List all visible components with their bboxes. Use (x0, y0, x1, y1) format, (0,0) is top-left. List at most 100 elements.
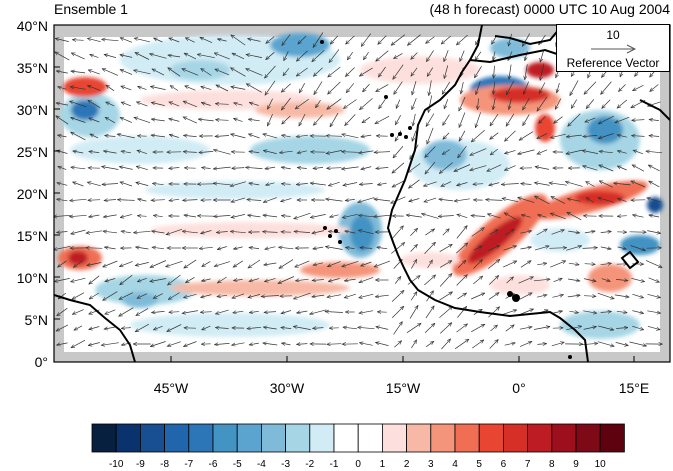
wind-vector (539, 116, 546, 124)
wind-vector (230, 231, 246, 232)
wind-vector (586, 99, 595, 108)
wind-vector (503, 310, 517, 315)
wind-vector (281, 97, 291, 110)
wind-vector (298, 35, 307, 44)
x-tick-label: 15°W (385, 380, 421, 396)
wind-vector (282, 135, 291, 137)
wind-vector (439, 244, 453, 253)
wind-vector (201, 103, 211, 106)
wind-vector (215, 136, 230, 137)
wind-vector (169, 38, 180, 43)
wind-vector (87, 38, 101, 43)
colorbar-swatch (478, 423, 504, 453)
wind-vector (471, 340, 484, 349)
wind-vector (231, 197, 246, 202)
wind-vector (509, 98, 512, 110)
wind-vector (426, 50, 434, 61)
wind-vector (376, 167, 389, 168)
wind-vector (57, 232, 68, 233)
wind-vector (444, 65, 449, 78)
wind-vector (619, 84, 626, 92)
wind-vector (279, 151, 293, 153)
wind-vector (150, 54, 167, 59)
colorbar-tick-label: -1 (329, 459, 339, 470)
wind-vector (539, 34, 546, 45)
wind-vector (359, 277, 374, 282)
wind-vector (216, 232, 228, 233)
wind-vector (396, 99, 401, 109)
wind-vector (425, 161, 436, 174)
wind-vector (615, 342, 629, 345)
wind-vector (249, 134, 260, 139)
wind-vector (121, 86, 132, 91)
wind-vector (344, 293, 356, 298)
wind-vector (215, 328, 229, 329)
wind-vector (312, 50, 325, 61)
wind-vector (443, 132, 450, 140)
wind-vector (486, 200, 503, 201)
wind-vector (283, 67, 290, 76)
wind-vector (249, 311, 259, 312)
wind-vector (618, 198, 627, 202)
wind-vector (374, 260, 391, 267)
wind-vector (374, 199, 391, 201)
wind-vector (566, 246, 582, 251)
wind-vector (152, 69, 165, 76)
wind-vector (505, 229, 515, 236)
wind-vector (134, 38, 150, 43)
wind-vector (488, 244, 500, 252)
wind-vector (460, 50, 465, 62)
wind-vector (493, 98, 496, 110)
wind-vector (540, 49, 545, 62)
wind-vector (438, 216, 454, 217)
wind-vector (345, 199, 355, 200)
wind-vector (598, 133, 614, 139)
wind-vector (232, 342, 245, 345)
wind-vector (614, 183, 631, 185)
wind-vector (184, 341, 197, 347)
wind-vector (267, 113, 273, 126)
wind-vector (473, 276, 482, 285)
wind-vector (506, 277, 514, 284)
wind-vector (494, 65, 495, 78)
wind-vector (444, 50, 449, 61)
wind-vector (616, 279, 628, 280)
wind-vector (264, 263, 277, 265)
wind-vector (183, 101, 198, 108)
wind-vector (411, 52, 418, 60)
wind-vector (550, 213, 566, 220)
wind-vector (501, 184, 519, 185)
wind-vector (343, 327, 358, 329)
colorbar-tick-label: 7 (524, 459, 531, 470)
wind-vector (533, 279, 550, 281)
colorbar-swatch (430, 423, 456, 453)
wind-vector (326, 199, 343, 202)
wind-vector (632, 165, 645, 172)
islands (320, 40, 572, 359)
wind-vector (347, 51, 353, 60)
wind-vector (599, 180, 613, 188)
wind-vector (470, 165, 487, 171)
wind-vector (310, 309, 327, 314)
colorbar-swatch (454, 423, 480, 453)
wind-vector (359, 293, 374, 298)
wind-vector (297, 151, 307, 153)
wind-vector (553, 278, 563, 283)
wind-vector (248, 215, 261, 217)
wind-vector (247, 200, 262, 201)
wind-vector (136, 166, 148, 171)
wind-vector (72, 292, 85, 300)
wind-vector (503, 246, 516, 251)
wind-vector (102, 69, 119, 76)
wind-vector (550, 261, 566, 268)
wind-vector (183, 200, 198, 201)
wind-vector (217, 246, 227, 250)
wind-vector (197, 54, 215, 59)
wind-vector (151, 200, 165, 201)
wind-vector (101, 342, 119, 346)
wind-vector (87, 182, 101, 187)
wind-vector (265, 246, 276, 250)
wind-vector (120, 70, 133, 75)
wind-vector (294, 231, 311, 232)
